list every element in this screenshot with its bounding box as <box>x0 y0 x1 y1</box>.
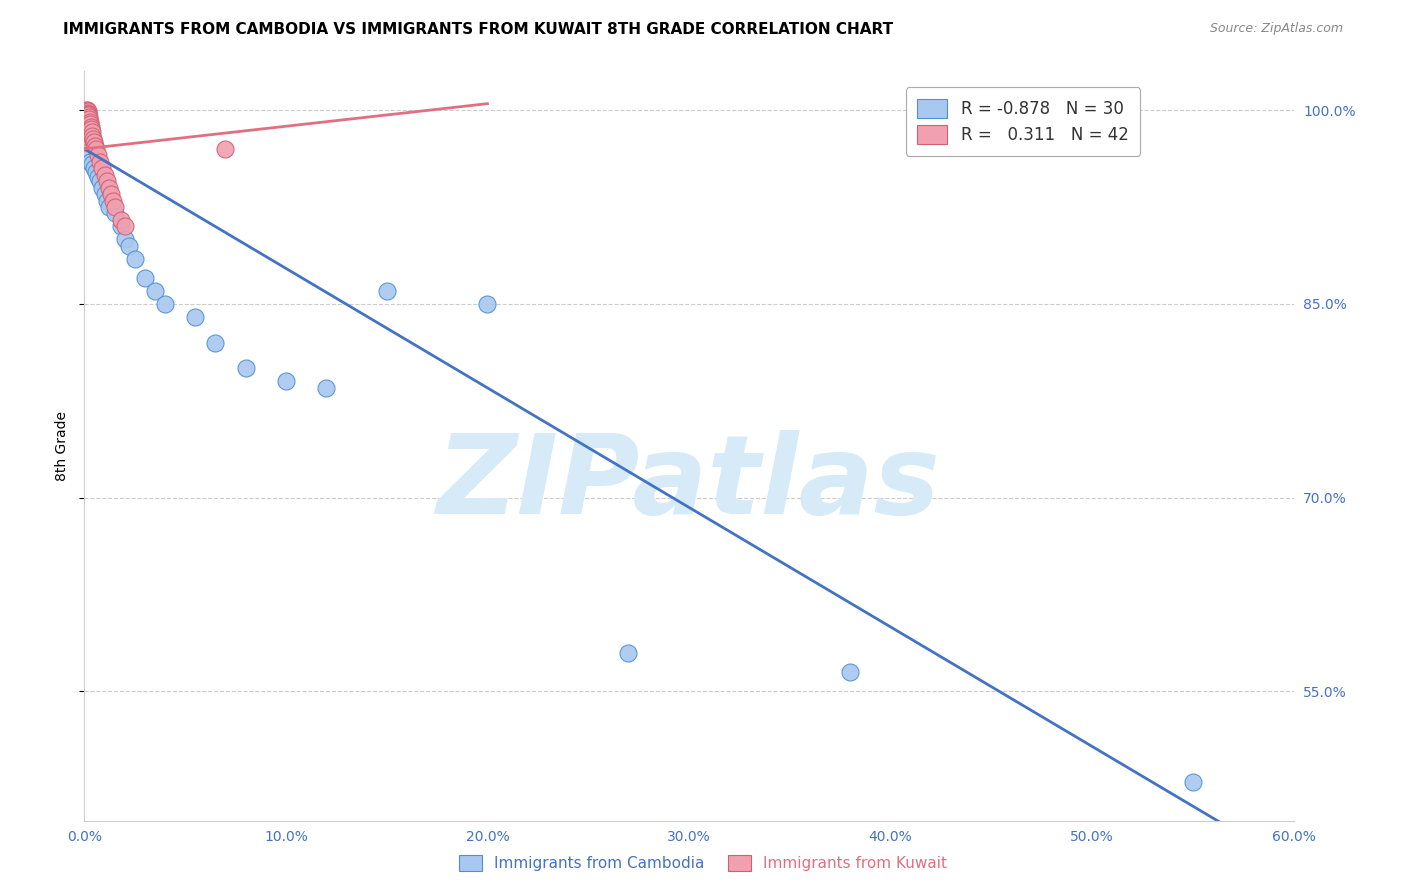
Point <box>86 165 108 179</box>
Point <box>76 103 98 117</box>
Point <box>104 200 127 214</box>
Point <box>84 139 107 153</box>
Point <box>77 108 100 122</box>
Legend: Immigrants from Cambodia, Immigrants from Kuwait: Immigrants from Cambodia, Immigrants fro… <box>451 847 955 879</box>
Point <box>80 125 103 139</box>
Point <box>77 107 100 121</box>
Point <box>118 239 141 253</box>
Point <box>76 103 98 117</box>
Point <box>75 128 97 143</box>
Point <box>100 187 122 202</box>
Point <box>75 116 97 130</box>
Point <box>97 180 120 194</box>
Point <box>75 119 97 133</box>
Point <box>89 154 111 169</box>
Point <box>235 361 257 376</box>
Point <box>86 142 108 156</box>
Point <box>110 213 132 227</box>
Point <box>82 131 104 145</box>
Point <box>75 142 97 156</box>
Point <box>375 284 398 298</box>
Point <box>274 375 297 389</box>
Point <box>617 646 640 660</box>
Point <box>80 122 103 136</box>
Point <box>76 104 98 119</box>
Point <box>101 194 124 208</box>
Point <box>114 219 136 234</box>
Point <box>75 127 97 141</box>
Point <box>75 122 97 136</box>
Text: Source: ZipAtlas.com: Source: ZipAtlas.com <box>1209 22 1343 36</box>
Point <box>79 154 101 169</box>
Legend: R = -0.878   N = 30, R =   0.311   N = 42: R = -0.878 N = 30, R = 0.311 N = 42 <box>905 87 1140 156</box>
Point <box>110 219 132 234</box>
Point <box>134 271 156 285</box>
Point <box>93 187 115 202</box>
Text: ZIPatlas: ZIPatlas <box>437 430 941 537</box>
Point <box>73 131 96 145</box>
Point <box>1181 775 1204 789</box>
Point <box>91 161 114 176</box>
Point <box>87 148 110 162</box>
Point <box>77 110 100 124</box>
Point <box>77 148 100 162</box>
Point <box>76 105 98 120</box>
Point <box>75 110 97 124</box>
Point <box>153 297 176 311</box>
Point <box>204 335 226 350</box>
Text: IMMIGRANTS FROM CAMBODIA VS IMMIGRANTS FROM KUWAIT 8TH GRADE CORRELATION CHART: IMMIGRANTS FROM CAMBODIA VS IMMIGRANTS F… <box>63 22 893 37</box>
Point <box>184 310 207 324</box>
Point <box>97 200 120 214</box>
Point <box>79 114 101 128</box>
Y-axis label: 8th Grade: 8th Grade <box>55 411 69 481</box>
Point <box>214 142 236 156</box>
Point <box>79 112 101 127</box>
Point <box>114 232 136 246</box>
Point <box>83 136 105 150</box>
Point <box>477 297 499 311</box>
Point <box>89 174 111 188</box>
Point <box>82 128 104 143</box>
Point <box>315 381 337 395</box>
Point <box>82 157 104 171</box>
Point <box>73 136 96 150</box>
Point <box>839 665 862 679</box>
Point <box>76 105 98 120</box>
Point <box>96 194 118 208</box>
Point <box>83 161 105 176</box>
Point <box>104 206 127 220</box>
Point <box>80 120 103 134</box>
Point <box>93 168 115 182</box>
Point <box>96 174 118 188</box>
Point <box>91 180 114 194</box>
Point <box>124 252 146 266</box>
Point <box>87 170 110 185</box>
Point <box>75 112 97 127</box>
Point <box>79 117 101 131</box>
Point <box>143 284 166 298</box>
Point <box>76 107 98 121</box>
Point <box>76 104 98 119</box>
